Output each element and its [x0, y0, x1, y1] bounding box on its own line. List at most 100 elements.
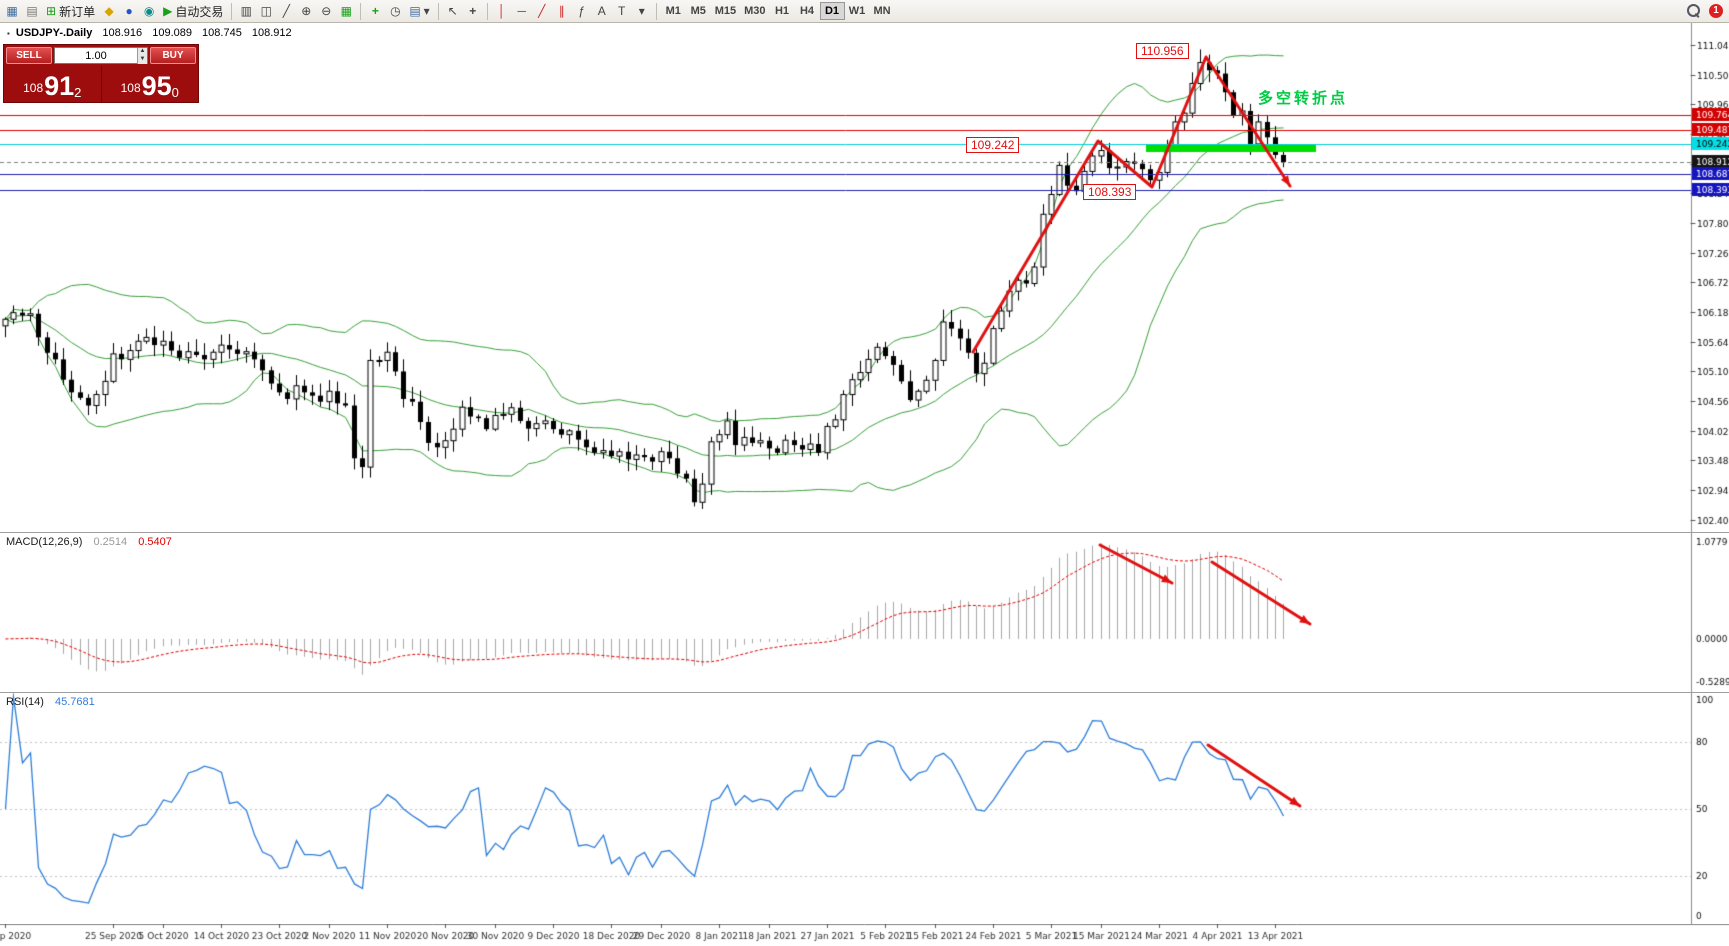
horizontal-line-icon: ─	[517, 4, 526, 18]
price-annotation-peak: 110.956	[1136, 43, 1189, 59]
crosshair-button[interactable]: +	[463, 1, 483, 22]
indicators-button[interactable]: +	[365, 1, 385, 22]
zoom-out-icon: ⊖	[321, 4, 332, 18]
price-divider	[100, 66, 102, 102]
indicators-plus-icon: +	[371, 4, 379, 18]
macd-name: MACD(12,26,9)	[6, 536, 83, 548]
cursor-icon: ↖	[447, 4, 458, 18]
ohlc-close: 108.912	[251, 27, 292, 39]
volume-down-button[interactable]: ▼	[137, 55, 147, 64]
panel-separator[interactable]	[0, 532, 1729, 533]
text-tool-icon: A	[597, 4, 606, 18]
rsi-value: 45.7681	[54, 696, 95, 708]
timeframe-button-h4[interactable]: H4	[795, 2, 820, 20]
autotrading-button[interactable]: ▶ 自动交易	[159, 1, 227, 22]
bid-prefix: 108	[23, 81, 44, 95]
signals-icon: ◉	[143, 4, 155, 18]
shapes-dropdown-button[interactable]: ▾	[632, 1, 652, 22]
timeframe-button-m15[interactable]: M15	[711, 2, 740, 20]
fibonacci-button[interactable]: ƒ	[572, 1, 592, 22]
toolbar-separator	[360, 2, 362, 20]
chart-ohlc-header: ▪ USDJPY-.Daily 108.916 109.089 108.745 …	[7, 27, 299, 39]
tile-windows-button[interactable]: ▦	[336, 1, 356, 22]
fibonacci-icon: ƒ	[578, 4, 586, 18]
macd-indicator-label: MACD(12,26,9) 0.2514 0.5407	[6, 536, 180, 548]
timeframe-button-mn[interactable]: MN	[870, 2, 895, 20]
panel-separator[interactable]	[0, 692, 1729, 693]
template-icon: ▤	[409, 4, 421, 18]
cursor-button[interactable]: ↖	[443, 1, 463, 22]
timeframe-button-h1[interactable]: H1	[770, 2, 795, 20]
symbol-title: USDJPY-.Daily	[15, 27, 93, 39]
main-price-chart[interactable]	[0, 23, 1729, 532]
chevron-down-icon: ▾	[423, 4, 430, 18]
rsi-subchart[interactable]	[0, 693, 1729, 924]
autotrading-label: 自动交易	[175, 4, 224, 19]
channel-button[interactable]: ∥	[552, 1, 572, 22]
bar-chart-button[interactable]: ▥	[236, 1, 256, 22]
price-annotation-108393: 108.393	[1083, 184, 1137, 200]
signals-button[interactable]: ◉	[139, 1, 159, 22]
vertical-line-icon: │	[497, 4, 506, 18]
bid-price[interactable]: 108 91 2	[4, 66, 101, 102]
horizontal-line-button[interactable]: ─	[512, 1, 532, 22]
text-tool-button[interactable]: A	[592, 1, 612, 22]
timeframe-button-m30[interactable]: M30	[740, 2, 769, 20]
tile-windows-icon: ▦	[340, 4, 352, 18]
expert-advisors-icon: ◆	[104, 4, 114, 18]
volume-value: 1.00	[85, 49, 107, 62]
zoom-in-button[interactable]: ⊕	[296, 1, 316, 22]
market-button[interactable]: ●	[119, 1, 139, 22]
timeframe-button-d1[interactable]: D1	[819, 2, 845, 20]
candlestick-chart-button[interactable]: ◫	[256, 1, 276, 22]
ask-pip-digit: 0	[171, 85, 179, 100]
vertical-line-button[interactable]: │	[492, 1, 512, 22]
market-icon: ●	[125, 4, 133, 18]
chart-window-button[interactable]: ▦	[2, 1, 22, 22]
profiles-button[interactable]: ▤	[22, 1, 42, 22]
chart-window-icon: ▦	[6, 4, 18, 18]
trendline-button[interactable]: ╱	[532, 1, 552, 22]
toolbar-separator	[231, 2, 233, 20]
time-axis[interactable]	[0, 924, 1729, 946]
crosshair-icon: +	[469, 4, 477, 18]
play-icon: ▶	[163, 4, 173, 18]
ask-main-digits: 95	[141, 71, 172, 101]
candlestick-chart-icon: ◫	[260, 4, 272, 18]
rsi-name: RSI(14)	[6, 696, 44, 708]
templates-button[interactable]: ▤ ▾	[405, 1, 433, 22]
line-chart-button[interactable]: ╱	[276, 1, 296, 22]
bid-pip-digit: 2	[74, 85, 82, 100]
ask-price[interactable]: 108 95 0	[102, 66, 199, 102]
ohlc-open: 108.916	[102, 27, 143, 39]
periods-button[interactable]: ◷	[385, 1, 405, 22]
toolbar-separator	[655, 2, 657, 20]
clock-icon: ◷	[390, 4, 401, 18]
zoom-out-button[interactable]: ⊖	[316, 1, 336, 22]
timeframe-button-w1[interactable]: W1	[845, 2, 870, 20]
buy-button[interactable]: BUY	[150, 47, 196, 64]
price-annotation-109242: 109.242	[966, 137, 1020, 153]
chevron-down-icon: ▾	[638, 4, 645, 18]
timeframe-button-m1[interactable]: M1	[661, 2, 686, 20]
expert-advisors-button[interactable]: ◆	[99, 1, 119, 22]
ask-prefix: 108	[120, 81, 141, 95]
timeframe-button-m5[interactable]: M5	[686, 2, 711, 20]
toolbar-separator	[437, 2, 439, 20]
trendline-icon: ╱	[538, 4, 546, 18]
new-order-button[interactable]: ⊞ 新订单	[42, 1, 99, 22]
one-click-trading-panel: SELL 1.00 ▲ ▼ BUY 108 91 2 108 95 0	[3, 44, 199, 103]
ohlc-low: 108.745	[202, 27, 242, 39]
sell-button[interactable]: SELL	[6, 47, 52, 64]
notification-badge[interactable]: 1	[1709, 4, 1723, 18]
volume-up-button[interactable]: ▲	[137, 47, 147, 56]
new-order-label: 新订单	[59, 4, 96, 19]
ohlc-high: 109.089	[152, 27, 192, 39]
macd-subchart[interactable]	[0, 533, 1729, 692]
label-tool-button[interactable]: T	[612, 1, 632, 22]
channel-icon: ∥	[558, 4, 565, 18]
search-icon[interactable]	[1687, 4, 1701, 18]
bid-main-digits: 91	[44, 71, 75, 101]
bar-chart-icon: ▥	[240, 4, 252, 18]
volume-field[interactable]: 1.00 ▲ ▼	[54, 47, 148, 64]
